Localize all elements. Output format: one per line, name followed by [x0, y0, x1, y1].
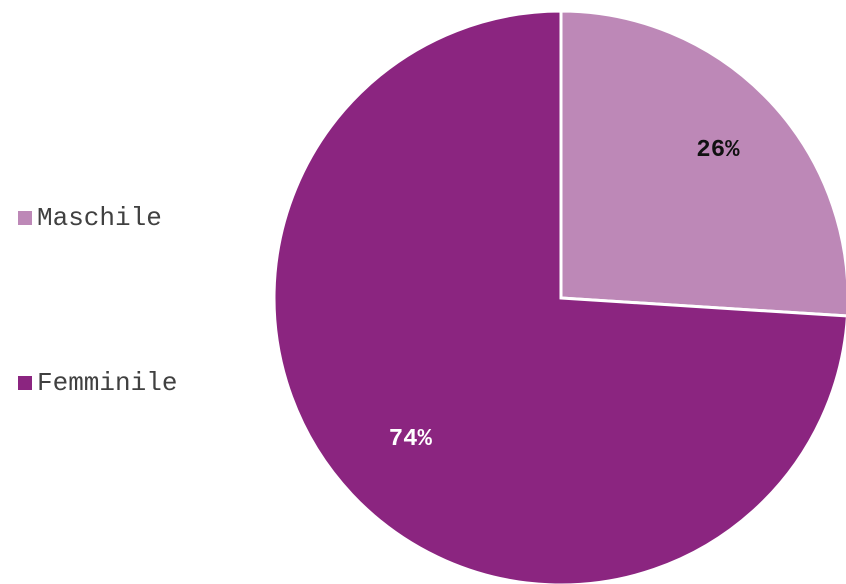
pie-slices [272, 9, 846, 584]
data-label-femminile: 74% [389, 426, 433, 453]
legend-label-maschile: Maschile [37, 203, 162, 233]
legend-swatch-femminile [18, 376, 32, 390]
legend-label-femminile: Femminile [37, 368, 178, 398]
data-label-maschile: 26% [696, 137, 740, 164]
legend-item-femminile: Femminile [18, 363, 177, 403]
legend: Maschile Femminile [18, 198, 177, 528]
pie-slice-femminile [272, 9, 846, 584]
legend-item-maschile: Maschile [18, 198, 177, 238]
legend-swatch-maschile [18, 211, 32, 225]
pie-slice-maschile [559, 9, 846, 318]
pie-data-labels: 26% 74% [389, 137, 740, 453]
